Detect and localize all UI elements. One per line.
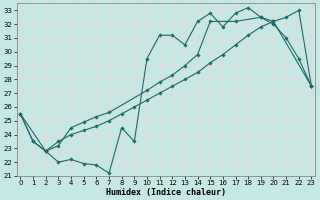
- X-axis label: Humidex (Indice chaleur): Humidex (Indice chaleur): [106, 188, 226, 197]
